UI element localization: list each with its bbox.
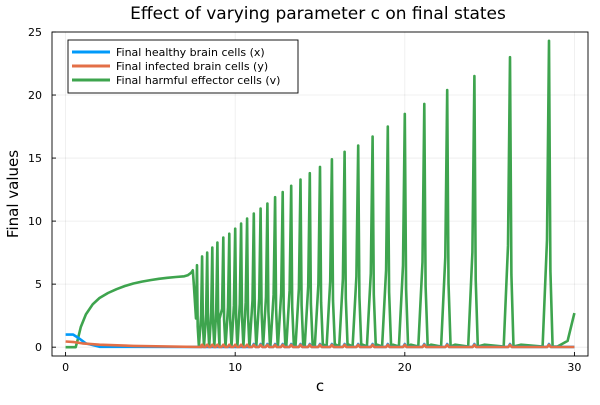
plot-frame [51, 31, 589, 357]
y-axis-label: Final values [4, 150, 22, 238]
legend: Final healthy brain cells (x)Final infec… [67, 39, 299, 94]
x-tick-label: 0 [62, 361, 69, 374]
series-line-effector-cells [65, 39, 576, 349]
chart-title: Effect of varying parameter c on final s… [130, 4, 506, 24]
x-tick-label: 20 [398, 361, 412, 374]
ticks: 0 10 20 30 0 5 10 15 20 25 [28, 26, 581, 374]
legend-entry: Final infected brain cells (y) [116, 60, 268, 73]
legend-entry: Final healthy brain cells (x) [116, 46, 265, 59]
y-tick-label: 15 [28, 152, 42, 165]
y-tick-label: 0 [35, 341, 42, 354]
plot-series [65, 39, 576, 349]
y-tick-label: 25 [28, 26, 42, 39]
y-tick-label: 10 [28, 215, 42, 228]
legend-entry: Final harmful effector cells (v) [116, 74, 280, 87]
series-line-infected-cells [65, 340, 575, 349]
x-tick-label: 30 [567, 361, 581, 374]
x-tick-label: 10 [228, 361, 242, 374]
x-axis-label: c [316, 377, 324, 395]
y-tick-label: 5 [35, 278, 42, 291]
y-tick-label: 20 [28, 89, 42, 102]
